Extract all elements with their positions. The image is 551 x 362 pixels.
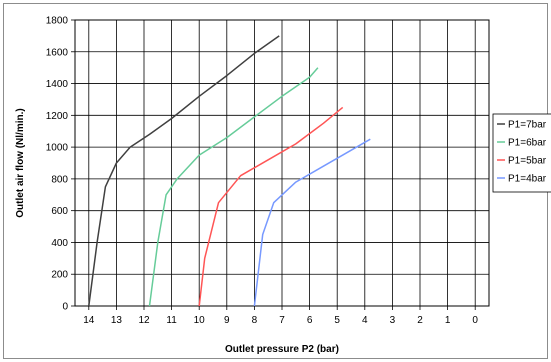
y-tick-label: 1400 — [46, 79, 69, 90]
y-tick-label: 400 — [51, 238, 68, 249]
y-tick-label: 600 — [51, 206, 68, 217]
series-line-p1-6bar — [148, 67, 319, 307]
y-tick-label: 800 — [51, 174, 68, 185]
x-tick-label: 4 — [362, 315, 368, 326]
x-axis-title: Outlet pressure P2 (bar) — [225, 344, 339, 355]
legend-label: P1=6bar — [508, 138, 547, 149]
x-tick-label: 5 — [334, 315, 340, 326]
x-tick-label: 7 — [279, 315, 285, 326]
y-tick-label: 1800 — [46, 16, 69, 27]
y-tick-label: 200 — [51, 270, 68, 281]
legend-label: P1=4bar — [508, 174, 547, 185]
y-tick-label: 1600 — [46, 47, 69, 58]
x-tick-label: 1 — [445, 315, 451, 326]
x-tick-label: 10 — [194, 315, 206, 326]
x-tick-label: 13 — [111, 315, 123, 326]
y-tick-label: 1200 — [46, 111, 69, 122]
legend-label: P1=7bar — [508, 120, 547, 131]
legend-box — [492, 113, 551, 193]
x-tick-label: 0 — [472, 315, 478, 326]
series-line-p1-4bar — [253, 138, 371, 307]
y-tick-label: 0 — [62, 302, 68, 313]
legend-label: P1=5bar — [508, 156, 547, 167]
x-tick-label: 6 — [307, 315, 313, 326]
x-tick-label: 14 — [83, 315, 95, 326]
x-tick-label: 9 — [224, 315, 230, 326]
y-tick-label: 1000 — [46, 143, 69, 154]
x-tick-label: 8 — [252, 315, 258, 326]
x-tick-label: 2 — [417, 315, 423, 326]
x-tick-label: 11 — [166, 315, 177, 326]
y-axis-title: Outlet air flow (Nl/min.) — [15, 108, 26, 217]
x-tick-label: 12 — [138, 315, 150, 326]
series-line-p1-5bar — [198, 106, 344, 307]
series-line-p1-7bar — [88, 35, 280, 307]
plot-border — [74, 19, 490, 307]
x-tick-label: 3 — [390, 315, 396, 326]
